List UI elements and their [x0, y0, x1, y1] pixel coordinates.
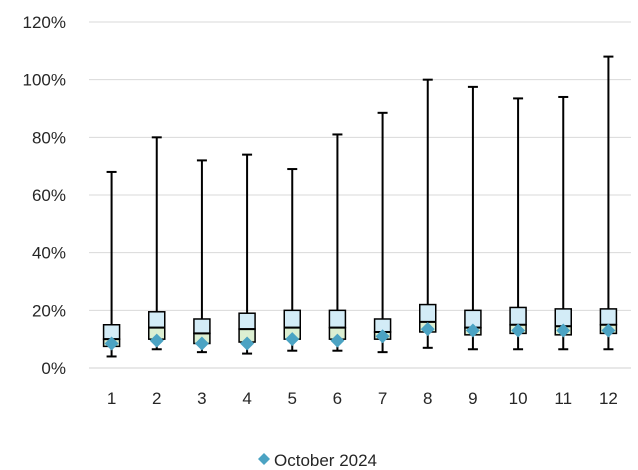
x-tick-label: 7: [378, 389, 387, 408]
october-2024-point: [601, 323, 616, 338]
x-tick-label: 5: [288, 389, 297, 408]
box-10: [509, 97, 527, 351]
y-tick-label: 0%: [41, 359, 66, 378]
gridlines: [89, 21, 631, 311]
box-upper-quartile: [599, 308, 618, 326]
y-tick-label: 80%: [32, 128, 66, 147]
x-tick-label: 10: [509, 389, 528, 408]
october-2024-point: [330, 333, 345, 348]
legend-label: October 2024: [274, 451, 377, 470]
x-tick-label: 3: [197, 389, 206, 408]
x-tick-label: 11: [554, 389, 572, 408]
october-2024-point: [104, 336, 119, 351]
x-tick-label: 9: [468, 389, 477, 408]
october-2024-point: [375, 329, 390, 344]
october-2024-point: [149, 333, 164, 348]
y-axis-tick-labels: 0% 20% 40% 60% 80% 100% 120%: [23, 13, 66, 378]
y-tick-label: 100%: [23, 71, 66, 90]
october-2024-point: [556, 323, 571, 338]
october-2024-point: [194, 336, 209, 351]
y-tick-label: 40%: [32, 244, 66, 263]
box-5: [283, 168, 301, 352]
y-tick-label: 20%: [32, 301, 66, 320]
october-2024-point: [465, 323, 480, 338]
legend: October 2024: [258, 451, 377, 470]
x-tick-label: 1: [107, 389, 116, 408]
box-8: [419, 78, 437, 349]
box-4: [238, 153, 256, 355]
y-tick-label: 60%: [32, 186, 66, 205]
box-9: [464, 85, 482, 351]
box-upper-quartile: [193, 318, 211, 335]
box-1: [102, 170, 121, 358]
legend-diamond-marker: [258, 453, 270, 465]
october-2024-series: [104, 322, 616, 351]
x-tick-label: 8: [423, 389, 432, 408]
x-axis-tick-labels: 1 2 3 4 5 6 7 8 9 10 11 12: [107, 389, 618, 408]
x-tick-label: 4: [242, 389, 251, 408]
x-tick-label: 12: [599, 389, 618, 408]
y-tick-label: 120%: [23, 13, 66, 32]
box-6: [328, 133, 347, 352]
october-2024-point: [511, 323, 526, 338]
october-2024-point: [420, 322, 435, 337]
box-upper-quartile: [148, 311, 166, 329]
box-upper-quartile: [509, 306, 527, 326]
x-tick-label: 2: [152, 389, 161, 408]
box-upper-quartile: [419, 303, 437, 323]
october-2024-point: [240, 336, 255, 351]
box-upper-quartile: [238, 312, 256, 330]
box-series: [102, 55, 618, 358]
box-7: [373, 111, 392, 354]
box-2: [148, 136, 166, 351]
box-11: [554, 95, 572, 351]
box-12: [599, 55, 618, 351]
october-2024-point: [285, 332, 300, 347]
box-3: [193, 159, 211, 354]
box-upper-quartile: [283, 309, 301, 329]
box-upper-quartile: [328, 309, 347, 329]
x-tick-label: 6: [333, 389, 342, 408]
